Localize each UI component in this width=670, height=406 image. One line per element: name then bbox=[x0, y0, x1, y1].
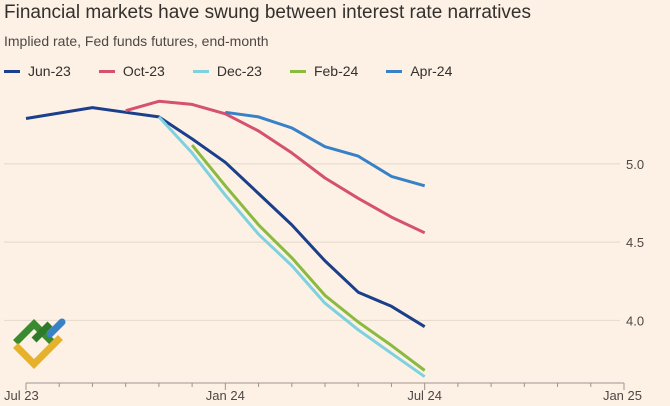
y-tick-label: 4.5 bbox=[626, 235, 644, 250]
legend-item-apr-24: Apr-24 bbox=[386, 63, 452, 79]
legend-item-oct-23: Oct-23 bbox=[98, 63, 165, 79]
legend-label: Apr-24 bbox=[410, 63, 453, 79]
legend-swatch-apr-24 bbox=[386, 69, 403, 73]
x-tick-label: Jan 24 bbox=[206, 388, 245, 403]
legend-label: Dec-23 bbox=[216, 63, 262, 79]
series-line-oct-23 bbox=[125, 99, 426, 235]
series-line-jun-23 bbox=[25, 106, 426, 328]
series-line-feb-24 bbox=[190, 144, 426, 372]
series-line-apr-24 bbox=[225, 110, 426, 188]
series-layer bbox=[25, 99, 426, 378]
chart-title: Financial markets have swung between int… bbox=[4, 2, 531, 23]
grid-layer bbox=[4, 163, 620, 321]
legend: Jun-23 Oct-23 Dec-23 Feb-24 Apr-24 bbox=[4, 61, 480, 81]
legend-swatch-feb-24 bbox=[289, 69, 306, 73]
x-tick-label: Jul 23 bbox=[4, 388, 39, 403]
x-tick-label: Jan 25 bbox=[603, 388, 642, 403]
label-layer: 4.0 4.5 5.0 Jul 23 Jan 24 Jul 24 Jan 25 bbox=[4, 157, 644, 403]
y-tick-label: 5.0 bbox=[626, 157, 644, 172]
legend-label: Oct-23 bbox=[122, 63, 165, 79]
legend-swatch-oct-23 bbox=[98, 69, 115, 73]
legend-swatch-jun-23 bbox=[4, 69, 20, 73]
legend-item-dec-23: Dec-23 bbox=[192, 63, 262, 79]
legend-label: Feb-24 bbox=[313, 63, 359, 79]
series-line-dec-23 bbox=[157, 115, 426, 378]
x-tick-label: Jul 24 bbox=[407, 388, 442, 403]
axis-layer bbox=[25, 382, 625, 390]
legend-label: Jun-23 bbox=[28, 63, 71, 79]
y-tick-label: 4.0 bbox=[626, 313, 644, 328]
legend-swatch-dec-23 bbox=[192, 69, 209, 73]
brand-logo-icon bbox=[13, 318, 66, 369]
legend-item-feb-24: Feb-24 bbox=[289, 63, 359, 79]
legend-item-jun-23: Jun-23 bbox=[4, 63, 71, 79]
chart-subtitle: Implied rate, Fed funds futures, end-mon… bbox=[4, 33, 269, 49]
